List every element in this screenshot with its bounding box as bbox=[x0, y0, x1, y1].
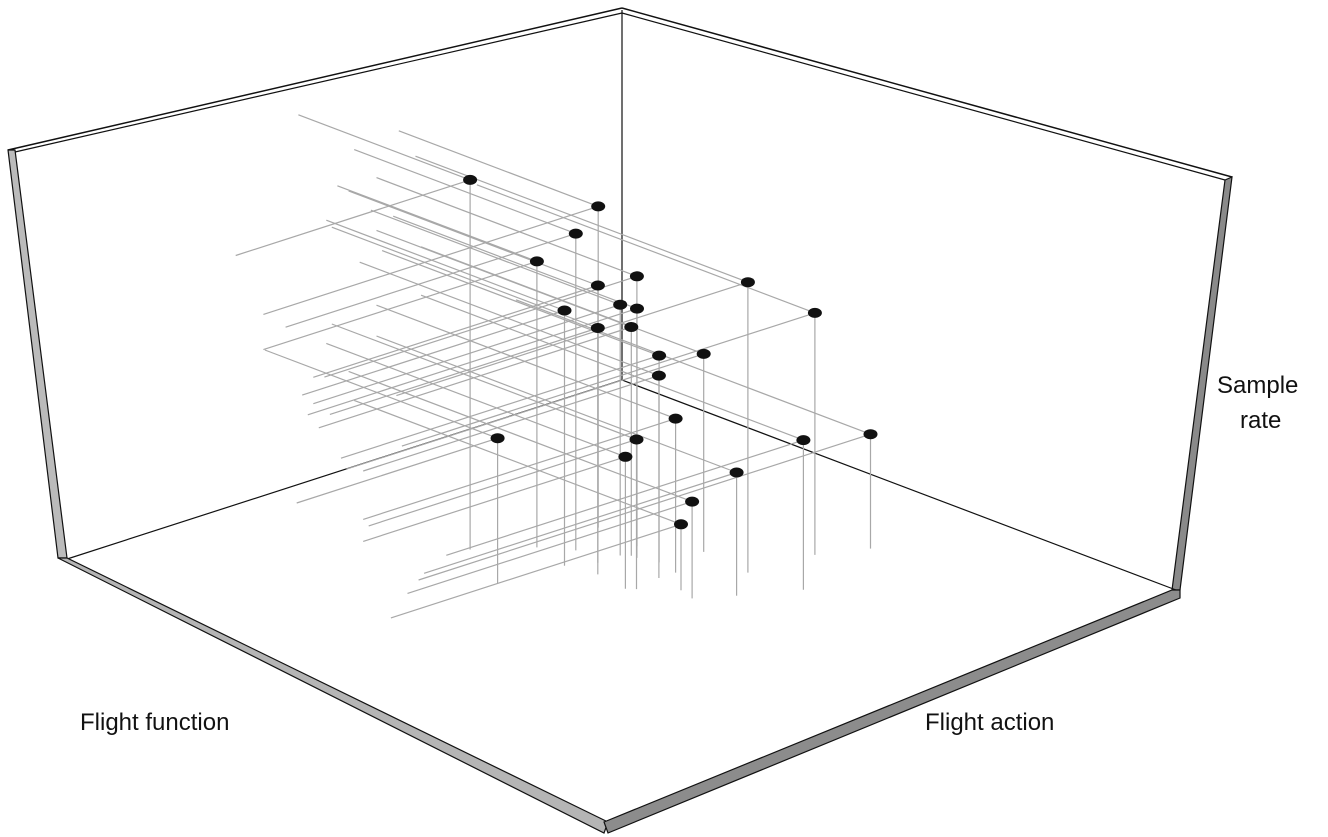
right-wall-guide-13 bbox=[363, 375, 660, 472]
left-wall-guide-5 bbox=[337, 185, 538, 262]
left-wall-guide-2 bbox=[398, 130, 599, 207]
right-wall-guide-11 bbox=[396, 281, 749, 397]
right-wall-guide-6 bbox=[302, 309, 565, 396]
right-wall-guide-23 bbox=[407, 501, 693, 594]
left-wall-top-edge-inner bbox=[14, 12, 623, 153]
right-wall-guide-5 bbox=[263, 260, 538, 351]
left-wall-guide-18 bbox=[420, 294, 804, 441]
left-wall-guide-14 bbox=[476, 184, 816, 314]
data-point-23 bbox=[685, 496, 700, 507]
right-wall-top-edge-inner bbox=[621, 12, 1226, 181]
z-axis-label-line1: Sample bbox=[1217, 372, 1298, 399]
left-wall-guide-10 bbox=[392, 215, 638, 310]
left-wall-guide-6 bbox=[326, 219, 565, 312]
data-point-12 bbox=[652, 350, 667, 361]
left-wall-guide-24 bbox=[353, 399, 682, 525]
left-wall-guide-17 bbox=[331, 323, 637, 441]
data-point-19 bbox=[618, 451, 633, 462]
left-wall-guide-23 bbox=[348, 370, 693, 503]
data-points bbox=[463, 174, 878, 530]
data-point-24 bbox=[674, 519, 688, 530]
data-point-1 bbox=[568, 228, 583, 239]
right-wall-guide-12 bbox=[340, 355, 660, 459]
right-wall-top-edge bbox=[621, 7, 1233, 178]
right-wall-guide-0 bbox=[235, 179, 471, 257]
right-wall-guide-9 bbox=[329, 327, 598, 415]
data-point-4 bbox=[629, 271, 644, 282]
left-wall-guide-9 bbox=[331, 226, 599, 329]
left-wall-guide-22 bbox=[515, 299, 871, 435]
x-axis-label: Flight function bbox=[80, 709, 229, 736]
data-point-11 bbox=[740, 277, 755, 288]
data-point-2 bbox=[591, 201, 606, 212]
data-point-20 bbox=[729, 467, 744, 478]
right-wall-guide-17 bbox=[368, 438, 637, 527]
data-point-17 bbox=[629, 434, 644, 445]
right-wall-guide-1 bbox=[285, 233, 576, 328]
left-wall-guide-19 bbox=[326, 342, 626, 458]
data-point-16 bbox=[668, 413, 683, 424]
left-wall-edge bbox=[7, 149, 68, 559]
data-point-21 bbox=[490, 433, 505, 444]
data-point-9 bbox=[590, 323, 605, 333]
data-point-18 bbox=[796, 435, 811, 446]
projection-guides bbox=[235, 114, 872, 619]
floor-back-right-edge bbox=[621, 379, 1177, 591]
data-point-8 bbox=[624, 322, 639, 332]
right-wall-guide-16 bbox=[363, 418, 676, 520]
data-point-6 bbox=[557, 305, 572, 316]
floor-front-right-slab bbox=[603, 589, 1181, 834]
floor-front-left-slab bbox=[57, 557, 609, 834]
data-point-5 bbox=[529, 256, 544, 267]
left-wall-guide-13 bbox=[359, 261, 660, 377]
right-wall-guide-24 bbox=[390, 523, 682, 619]
right-wall-guide-20 bbox=[423, 471, 737, 574]
left-wall-guide-7 bbox=[370, 209, 621, 306]
data-point-10 bbox=[630, 303, 644, 314]
right-wall-guide-4 bbox=[324, 275, 638, 378]
z-axis-label-line2: rate bbox=[1240, 407, 1281, 434]
right-wall-guide-14 bbox=[401, 312, 816, 447]
data-point-14 bbox=[807, 307, 822, 318]
data-point-15 bbox=[696, 348, 711, 359]
left-wall-guide-1 bbox=[353, 149, 577, 235]
right-wall-guide-19 bbox=[363, 456, 626, 542]
data-point-7 bbox=[613, 299, 628, 310]
left-wall-guide-12 bbox=[381, 250, 660, 357]
right-wall-guide-3 bbox=[313, 284, 599, 378]
y-axis-label: Flight action bbox=[925, 709, 1054, 736]
right-wall-guide-22 bbox=[418, 433, 871, 581]
data-point-13 bbox=[651, 370, 666, 381]
data-point-22 bbox=[863, 429, 878, 440]
left-wall-guide-3 bbox=[348, 190, 599, 287]
left-wall-guide-16 bbox=[376, 304, 676, 420]
data-point-0 bbox=[463, 174, 478, 185]
left-wall-guide-0 bbox=[298, 114, 471, 181]
left-wall-guide-15 bbox=[420, 246, 704, 355]
data-point-3 bbox=[590, 280, 605, 291]
box-frame bbox=[7, 7, 1233, 834]
left-wall-guide-4 bbox=[376, 177, 638, 277]
left-wall-guide-21 bbox=[264, 349, 498, 439]
left-wall-guide-20 bbox=[376, 335, 737, 474]
axis-labels: Flight function Flight action Sample rat… bbox=[80, 372, 1298, 736]
right-wall-guide-21 bbox=[296, 437, 498, 504]
right-wall-guide-15 bbox=[346, 353, 704, 470]
right-wall-guide-8 bbox=[318, 326, 632, 429]
left-wall-top-edge bbox=[7, 7, 623, 151]
